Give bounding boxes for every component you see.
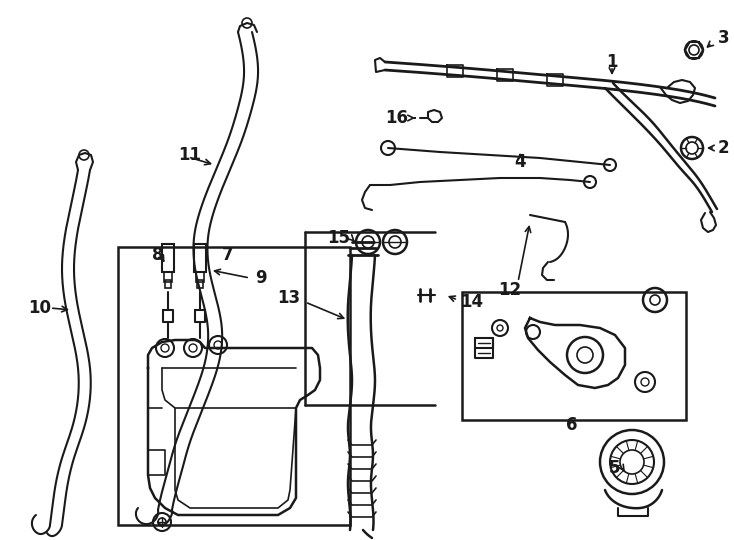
Bar [162,244,174,272]
Text: 12: 12 [498,281,522,299]
Text: 14: 14 [460,293,483,311]
Text: 6: 6 [566,416,578,434]
Text: 8: 8 [152,246,164,264]
Text: 13: 13 [277,289,300,307]
Text: 1: 1 [606,53,618,71]
Text: 2: 2 [718,139,730,157]
Text: 7: 7 [222,246,234,264]
Bar [165,280,171,288]
Bar [194,244,206,272]
Text: 15: 15 [327,229,350,247]
Bar [164,272,172,282]
Bar [118,247,350,525]
Text: 3: 3 [718,29,730,47]
Text: 4: 4 [515,153,526,171]
Text: 5: 5 [608,459,620,477]
Text: 16: 16 [385,109,408,127]
Bar [197,280,203,288]
Text: 9: 9 [255,269,266,287]
Bar [196,272,204,282]
Text: 10: 10 [28,299,51,317]
Text: 11: 11 [178,146,201,164]
Bar [462,292,686,420]
